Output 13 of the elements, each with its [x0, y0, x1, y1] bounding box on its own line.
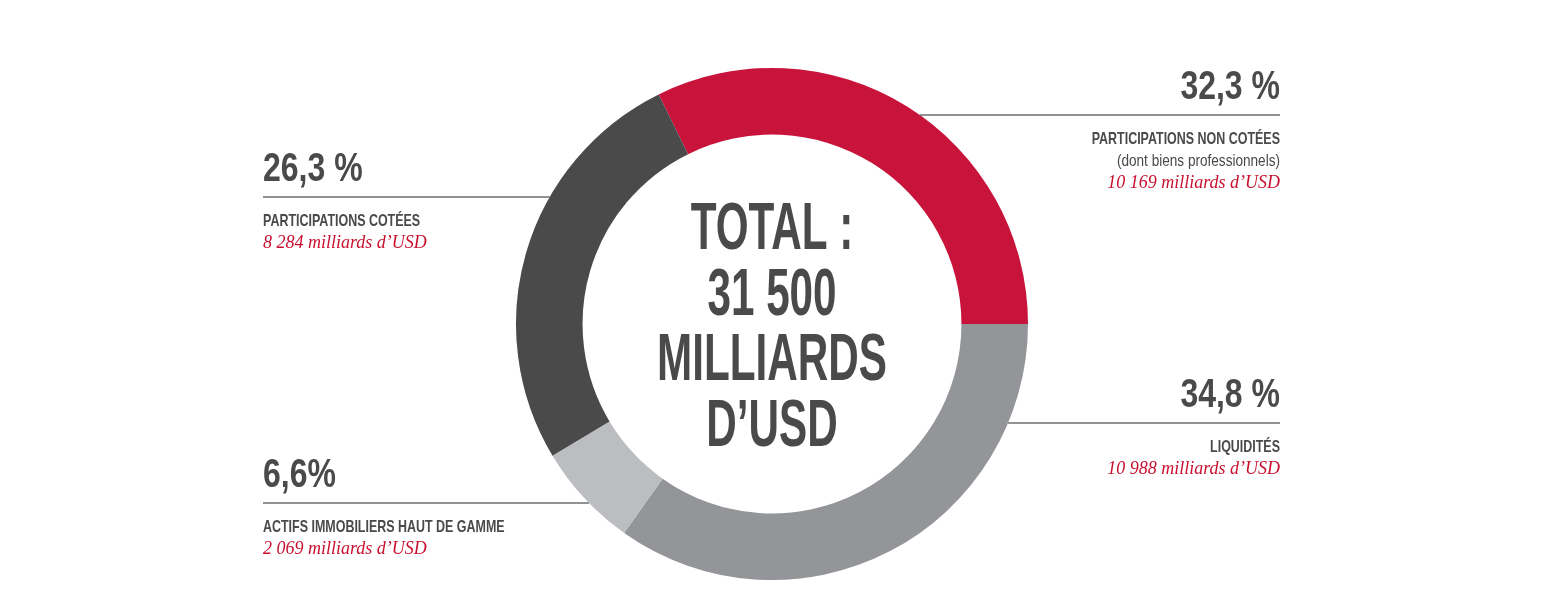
text: 2 069 milliards d’USD [263, 538, 427, 558]
slice-label: LIQUIDITÉS [1210, 437, 1280, 456]
data-label: 34,8 % [1180, 370, 1280, 416]
text: 10 169 milliards d’USD [1107, 172, 1280, 192]
data-label: 6,6% [263, 450, 336, 496]
slice-label: PARTICIPATIONS COTÉES [263, 211, 421, 230]
data-label: 26,3 % [263, 144, 363, 190]
text: 10 988 milliards d’USD [1107, 458, 1280, 478]
data-label: 32,3 % [1180, 62, 1280, 108]
text: TOTAL : 31 500 MILLIARDS D’USD [657, 189, 887, 461]
slice-label: ACTIFS IMMOBILIERS HAUT DE GAMME [263, 517, 505, 536]
text: 8 284 milliards d’USD [263, 232, 427, 252]
slice-label: PARTICIPATIONS NON COTÉES (dont biens professionnels) [1091, 129, 1281, 170]
